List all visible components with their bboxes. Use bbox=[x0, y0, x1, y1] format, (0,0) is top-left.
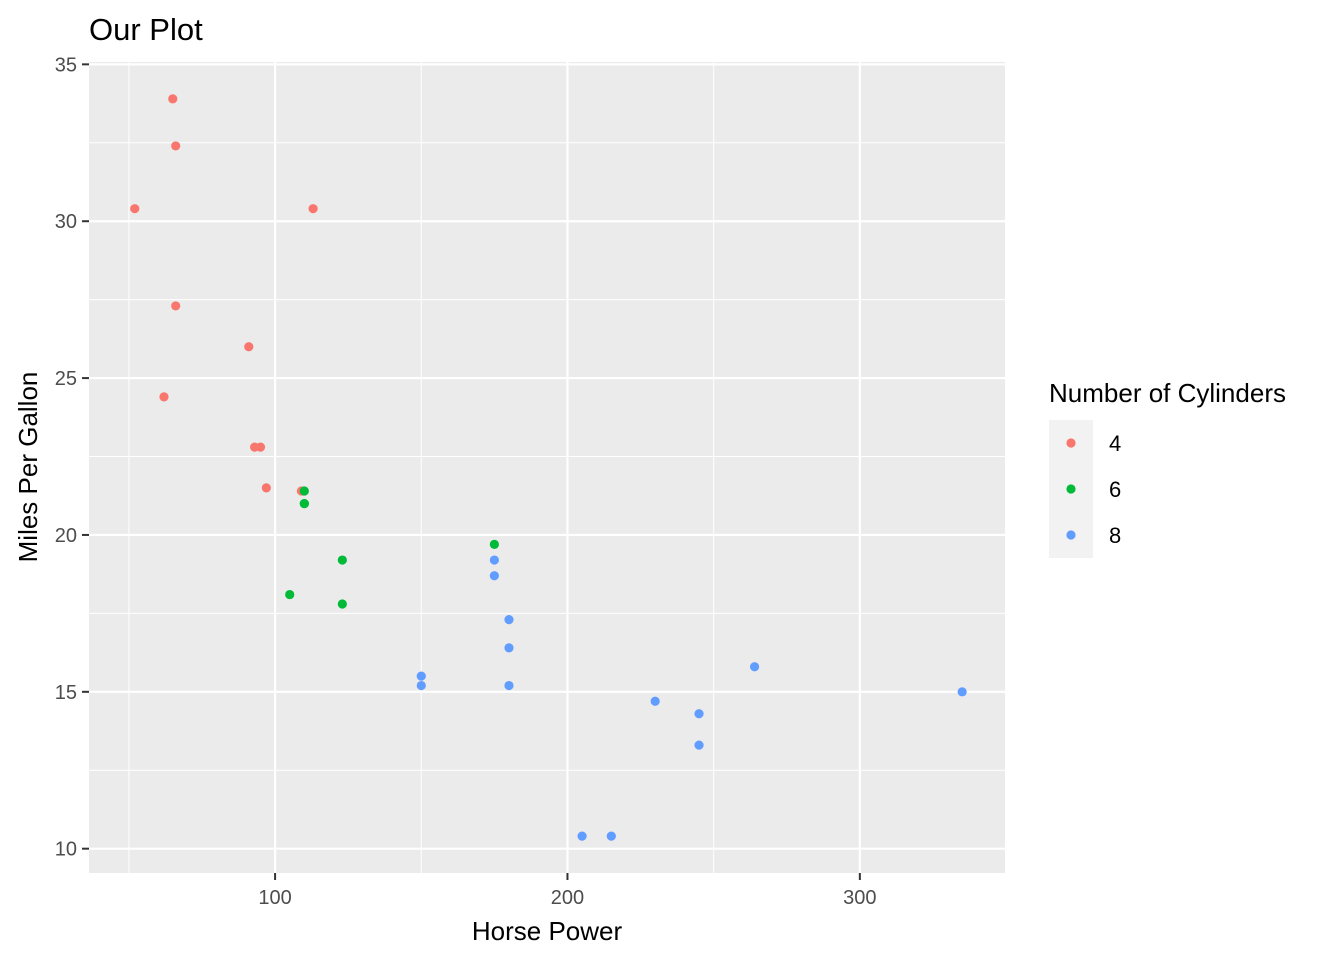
chart-title: Our Plot bbox=[89, 12, 203, 47]
data-point-cyl-6 bbox=[489, 539, 499, 549]
x-tick-label: 200 bbox=[551, 887, 584, 909]
data-point-cyl-8 bbox=[504, 615, 514, 625]
minor-gridlines bbox=[89, 62, 1005, 873]
data-point-cyl-4 bbox=[255, 442, 266, 452]
data-point-cyl-8 bbox=[489, 571, 499, 581]
data-point-cyl-6 bbox=[299, 498, 309, 509]
legend-key-point bbox=[1066, 484, 1076, 494]
data-point-cyl-4 bbox=[159, 392, 169, 402]
y-tick-label: 35 bbox=[55, 54, 77, 76]
data-point-cyl-4 bbox=[171, 301, 181, 311]
x-tick-label: 100 bbox=[258, 887, 291, 909]
y-axis-title: Miles Per Gallon bbox=[13, 372, 43, 563]
data-point-cyl-4 bbox=[261, 483, 271, 493]
data-point-cyl-8 bbox=[650, 696, 660, 706]
y-tick-label: 10 bbox=[55, 839, 77, 861]
data-point-cyl-4 bbox=[171, 141, 181, 151]
data-point-cyl-6 bbox=[337, 555, 347, 565]
legend: Number of Cylinders 4 6 8 bbox=[1049, 378, 1286, 558]
data-point-cyl-8 bbox=[694, 709, 704, 719]
y-tick-label: 30 bbox=[55, 211, 77, 233]
x-axis: 100 200 300 bbox=[258, 873, 877, 909]
y-tick-label: 25 bbox=[55, 368, 77, 390]
data-point-cyl-8 bbox=[694, 740, 704, 750]
data-point-cyl-8 bbox=[504, 680, 514, 691]
data-point-cyl-6 bbox=[337, 599, 347, 609]
data-point-cyl-6 bbox=[285, 589, 295, 600]
data-point-cyl-4 bbox=[168, 94, 178, 104]
legend-title: Number of Cylinders bbox=[1049, 378, 1286, 408]
major-gridlines bbox=[89, 62, 1005, 873]
y-tick-label: 15 bbox=[55, 682, 77, 704]
data-point-cyl-8 bbox=[416, 671, 426, 681]
legend-label-6: 6 bbox=[1109, 477, 1121, 502]
legend-key-point bbox=[1066, 530, 1076, 540]
data-point-cyl-8 bbox=[577, 831, 587, 841]
legend-label-8: 8 bbox=[1109, 523, 1121, 548]
x-tick-label: 300 bbox=[843, 887, 876, 909]
data-point-cyl-6 bbox=[299, 486, 309, 496]
legend-keys: 4 6 8 bbox=[1049, 420, 1121, 558]
data-point-cyl-4 bbox=[244, 342, 254, 352]
data-point-cyl-8 bbox=[606, 831, 616, 841]
plot-panel bbox=[89, 62, 1005, 873]
data-point-cyl-4 bbox=[308, 204, 318, 214]
y-tick-label: 20 bbox=[55, 525, 77, 547]
data-point-cyl-8 bbox=[489, 555, 499, 565]
y-axis: 10 15 20 25 30 35 bbox=[55, 54, 89, 861]
data-point-cyl-8 bbox=[957, 687, 967, 697]
legend-label-4: 4 bbox=[1109, 431, 1121, 456]
data-points bbox=[130, 94, 967, 841]
data-point-cyl-8 bbox=[504, 643, 514, 653]
data-point-cyl-8 bbox=[416, 680, 426, 691]
x-axis-title: Horse Power bbox=[472, 916, 623, 946]
legend-key-point bbox=[1066, 438, 1076, 448]
data-point-cyl-8 bbox=[749, 662, 760, 672]
data-point-cyl-4 bbox=[130, 204, 140, 214]
